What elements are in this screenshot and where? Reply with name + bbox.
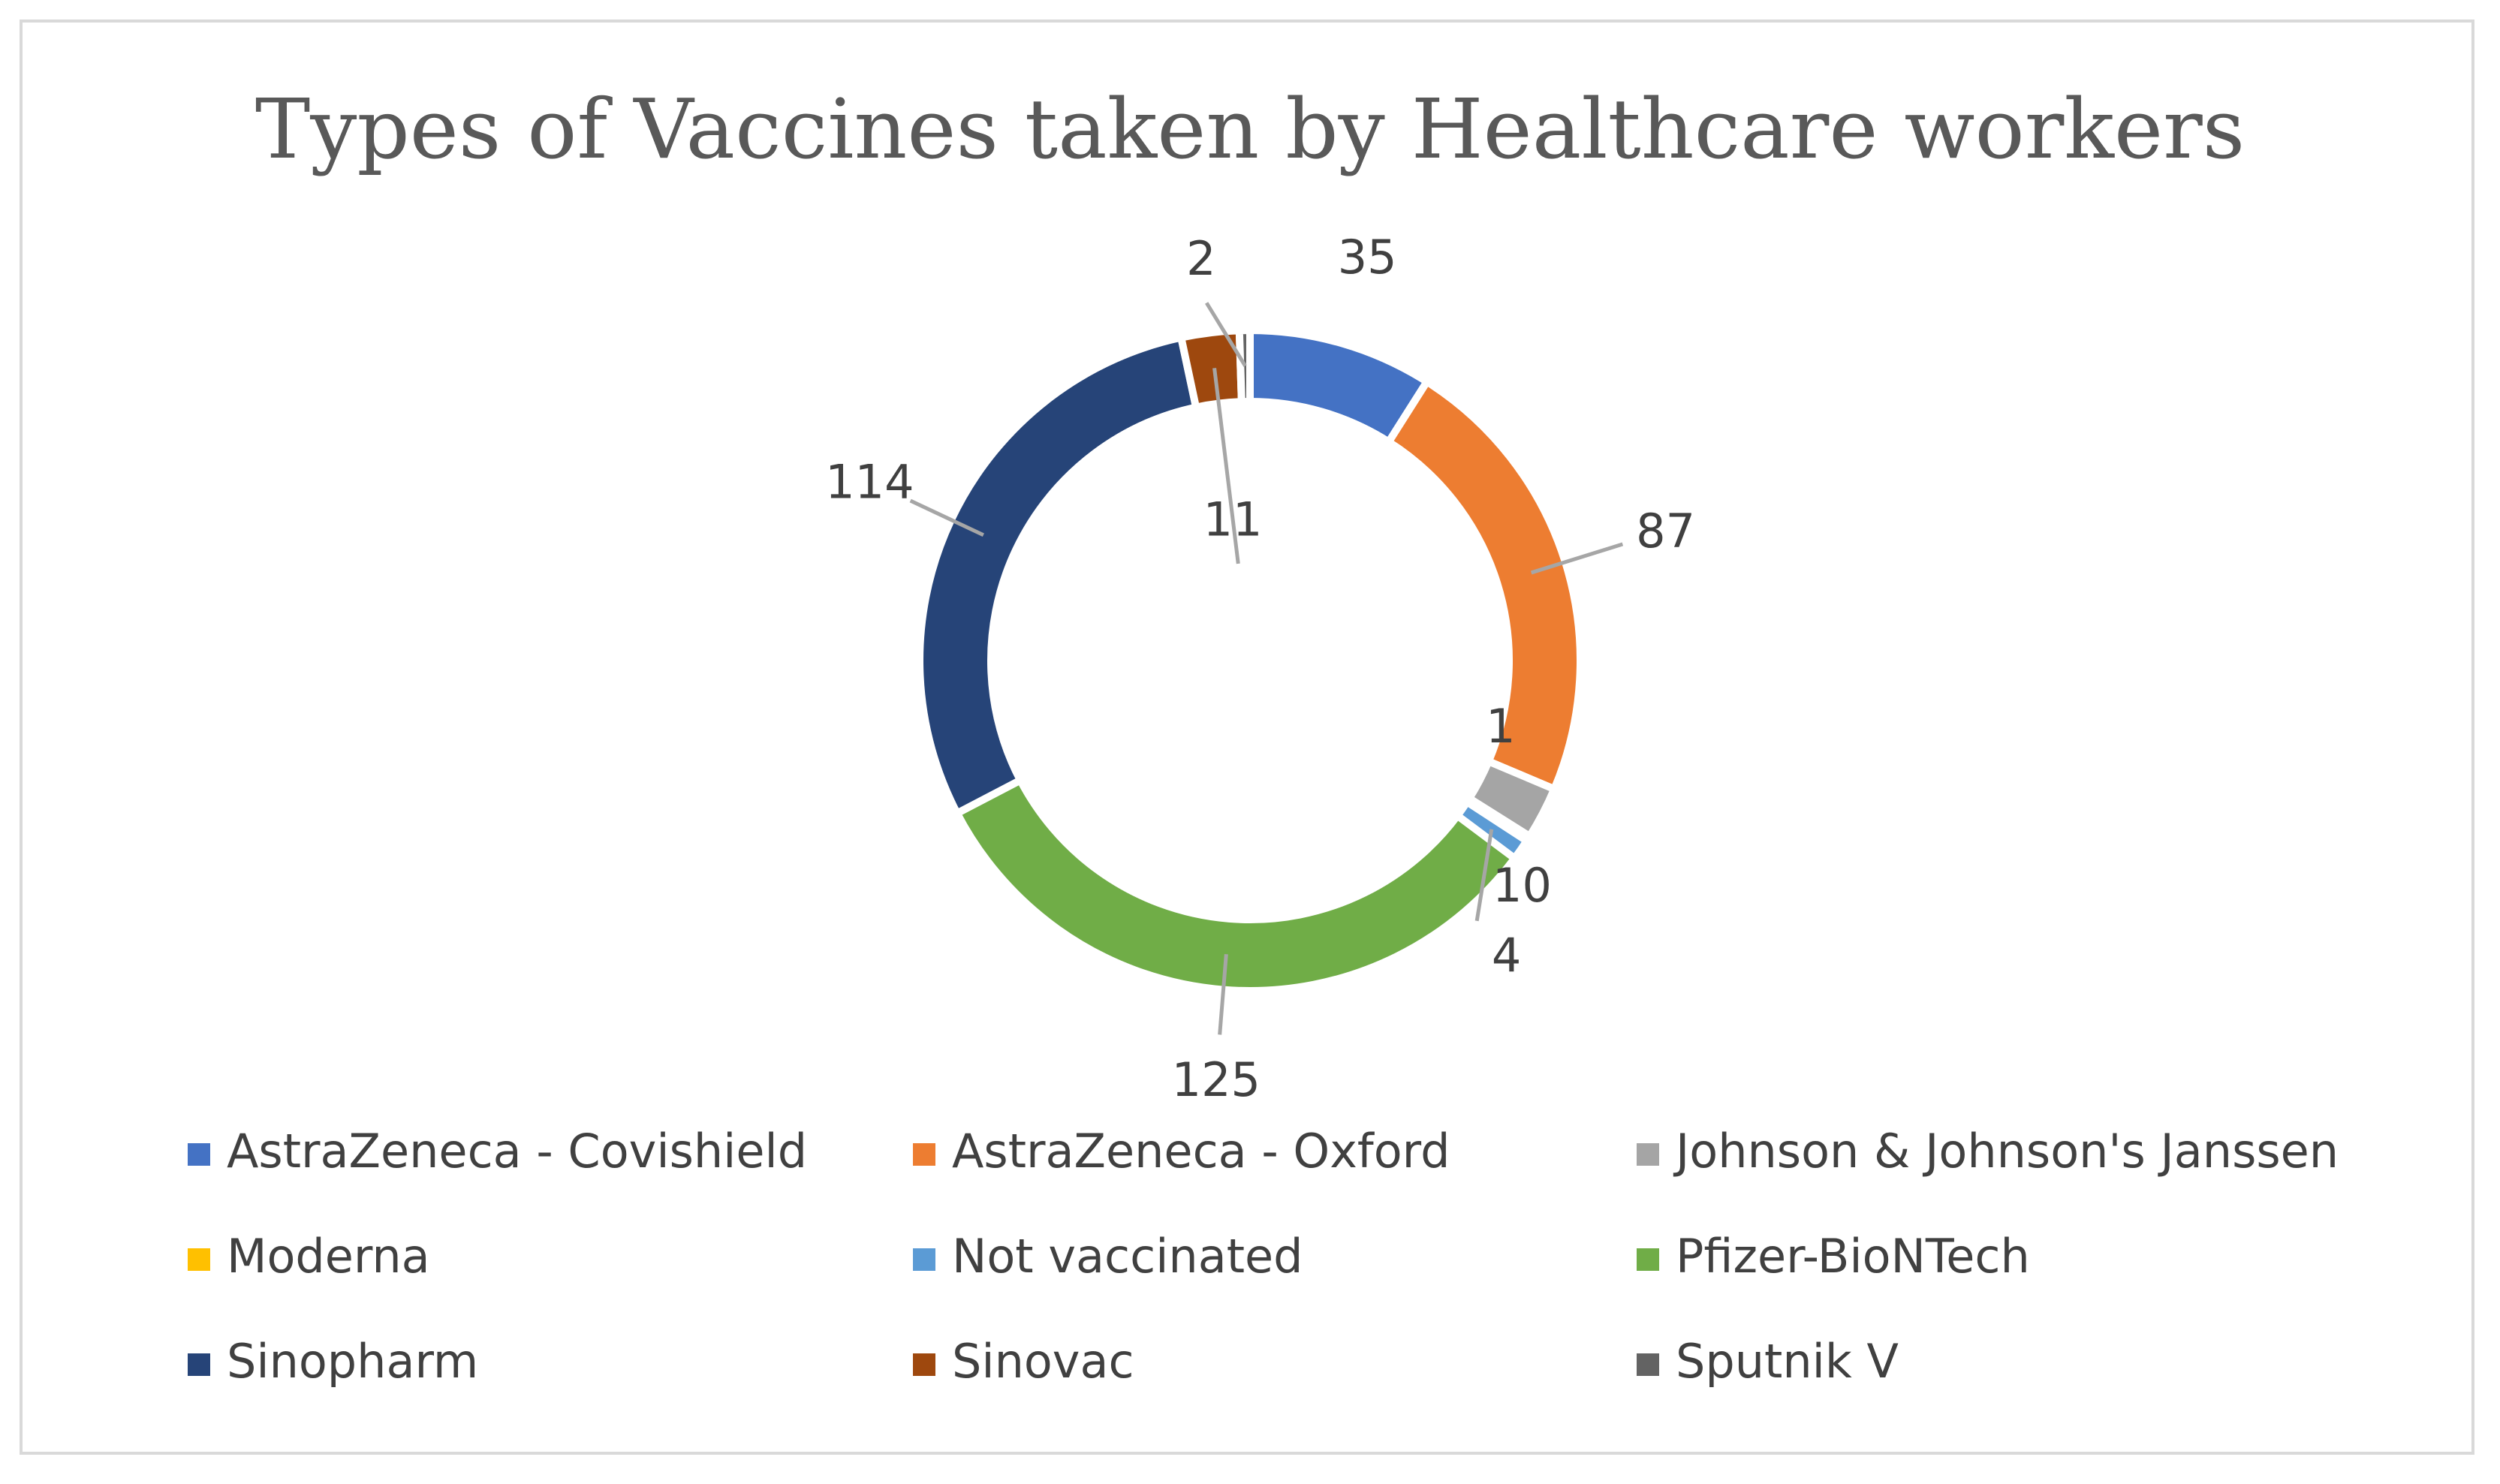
slice-astrazeneca-oxford [1383,376,1584,794]
legend-label-sinopharm: Sinopharm [227,1334,478,1389]
leader-line-astrazeneca-oxford [1530,542,1624,575]
data-label-johnson-johnson-s-janssen: 10 [1492,858,1552,913]
legend-swatch-johnson-johnson-s-janssen [1637,1143,1659,1166]
legend-swatch-pfizer-biontech [1637,1248,1659,1271]
data-labels-group: 35 87 10 1 4 125 114 11 2 [825,230,1695,1107]
leader-line-sinopharm [909,498,984,537]
legend-label-not-vaccinated: Not vaccinated [952,1229,1303,1284]
data-label-sputnik-v: 2 [1186,231,1215,286]
legend-label-pfizer-biontech: Pfizer-BioNTech [1676,1229,2030,1284]
data-label-astrazeneca-oxford: 87 [1636,504,1695,558]
data-label-astrazeneca-covishield: 35 [1338,230,1397,284]
legend-label-sputnik-v: Sputnik V [1676,1334,1899,1389]
slice-pfizer-biontech [952,775,1520,995]
chart-title: Types of Vaccines taken by Healthcare wo… [255,81,2245,177]
legend-label-astrazeneca-oxford: AstraZeneca - Oxford [952,1124,1450,1178]
legend-label-astrazeneca-covishield: AstraZeneca - Covishield [227,1124,807,1178]
legend-swatch-moderna [188,1248,210,1271]
slice-sinopharm [916,333,1201,819]
legend-label-sinovac: Sinovac [952,1334,1134,1389]
legend-label-johnson-johnson-s-janssen: Johnson & Johnson's Janssen [1673,1124,2339,1178]
legend: AstraZeneca - Covishield AstraZeneca - Ox… [188,1124,2339,1389]
data-label-sinopharm: 114 [825,454,914,509]
legend-label-moderna: Moderna [227,1229,430,1284]
slices-group [916,326,1584,995]
data-label-not-vaccinated: 4 [1492,928,1521,983]
legend-swatch-sinovac [913,1353,935,1376]
data-label-moderna: 1 [1486,699,1515,754]
legend-swatch-sputnik-v [1637,1353,1659,1376]
leader-line-not-vaccinated [1474,829,1494,922]
legend-swatch-not-vaccinated [913,1248,935,1271]
legend-swatch-sinopharm [188,1353,210,1376]
leader-line-sinovac [1212,368,1240,564]
leader-line-pfizer-biontech [1218,954,1228,1035]
data-label-pfizer-biontech: 125 [1172,1052,1261,1107]
leader-lines-group [909,302,1624,1035]
legend-swatch-astrazeneca-oxford [913,1143,935,1166]
chart-frame [20,20,2474,1455]
leader-line-sputnik-v [1204,302,1247,367]
legend-swatch-astrazeneca-covishield [188,1143,210,1166]
data-label-sinovac: 11 [1203,492,1263,546]
